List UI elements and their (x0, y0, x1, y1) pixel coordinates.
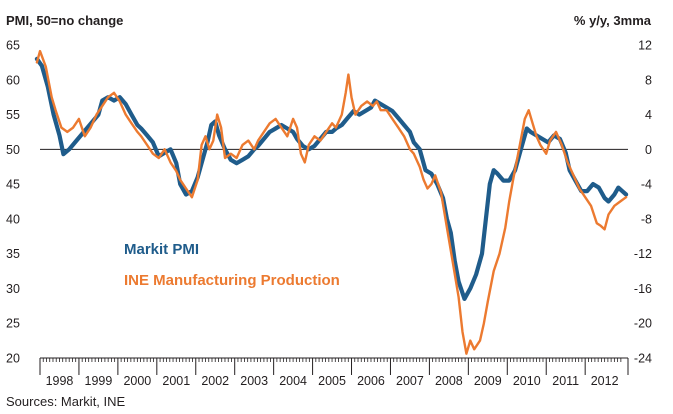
x-tick-label: 2003 (240, 374, 268, 388)
x-tick-label: 2012 (591, 374, 619, 388)
series-lines (34, 49, 629, 355)
source-note: Sources: Markit, INE (6, 394, 126, 409)
x-tick-label: 1998 (46, 374, 74, 388)
series-line-ine-production (35, 49, 628, 355)
x-tick-label: 2011 (552, 374, 579, 388)
right-tick-label: -8 (641, 212, 652, 226)
left-tick-label: 50 (6, 143, 20, 157)
left-tick-label: 30 (6, 282, 20, 296)
left-tick-label: 20 (6, 352, 20, 366)
right-tick-label: -12 (634, 247, 652, 261)
legend-ine-production: INE Manufacturing Production (124, 272, 340, 289)
x-tick-label: 2002 (201, 374, 229, 388)
right-axis-title: % y/y, 3mma (573, 13, 651, 28)
left-tick-label: 35 (6, 247, 20, 261)
x-tick-label: 2007 (396, 374, 424, 388)
x-tick-label: 2004 (279, 374, 307, 388)
right-tick-label: -4 (641, 178, 652, 192)
right-tick-label: -24 (634, 352, 652, 366)
x-tick-label: 2009 (474, 374, 502, 388)
series-line-markit-pmi (34, 56, 629, 301)
left-tick-label: 65 (6, 39, 20, 53)
x-tick-label: 2005 (318, 374, 346, 388)
left-tick-label: 45 (6, 178, 20, 192)
x-tick-label: 1999 (85, 374, 113, 388)
left-tick-label: 60 (6, 73, 20, 87)
right-tick-label: -20 (634, 317, 652, 331)
right-tick-label: 0 (645, 143, 652, 157)
right-tick-label: 4 (645, 108, 652, 122)
right-tick-label: 12 (638, 39, 652, 53)
x-tick-label: 2001 (162, 374, 190, 388)
left-axis-ticks: 65 60 55 50 45 40 35 30 25 20 (6, 39, 20, 366)
left-tick-label: 55 (6, 108, 20, 122)
left-axis-title: PMI, 50=no change (6, 13, 124, 28)
left-tick-label: 40 (6, 212, 20, 226)
right-tick-label: 8 (645, 73, 652, 87)
x-tick-label: 2008 (435, 374, 463, 388)
x-axis-ticks: 1998 1999 2000 2001 2002 2003 2004 2005 2006 2007… (39, 358, 629, 388)
right-axis-ticks: 12 8 4 0 -4 -8 -12 -16 -20 -24 (634, 39, 652, 366)
right-tick-label: -16 (634, 282, 652, 296)
x-tick-label: 2010 (513, 374, 541, 388)
x-tick-label: 2006 (357, 374, 385, 388)
left-tick-label: 25 (6, 317, 20, 331)
x-tick-label: 2000 (123, 374, 151, 388)
legend-markit-pmi: Markit PMI (124, 241, 199, 258)
